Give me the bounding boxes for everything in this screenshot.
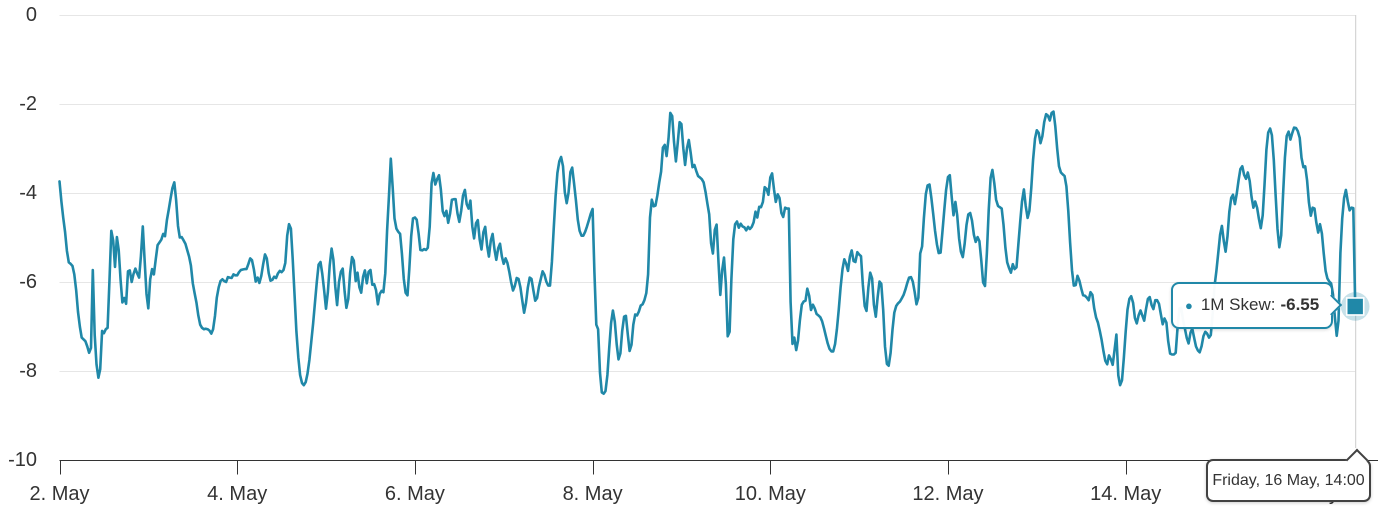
crosshair-date-tooltip: Friday, 16 May, 14:00: [1206, 448, 1371, 502]
y-axis-label: 0: [25, 4, 37, 26]
x-axis-label: 6. May: [384, 483, 445, 505]
last-point-marker: [1345, 297, 1365, 316]
y-axis-label: -2: [19, 93, 37, 115]
x-axis-label: 12. May: [912, 483, 984, 505]
y-axis-label: -6: [19, 271, 37, 293]
y-axis-label: -8: [19, 360, 37, 382]
x-axis-label: 10. May: [734, 483, 806, 505]
y-axis-label: -10: [8, 449, 37, 471]
x-axis-label: 4. May: [207, 483, 268, 505]
series-tooltip-label: 1M Skew:: [1200, 295, 1276, 315]
series-tooltip-value: -6.55: [1280, 295, 1320, 315]
series-bullet-icon: ●: [1184, 297, 1193, 313]
x-axis-label: 2. May: [29, 483, 90, 505]
x-axis-label: 8. May: [562, 483, 623, 505]
series-tooltip: ● 1M Skew: -6.55: [1170, 281, 1343, 329]
date-tooltip-text: Friday, 16 May, 14:00: [1212, 471, 1365, 489]
y-axis-label: -4: [19, 182, 37, 204]
series-line-1m-skew: [58, 110, 1357, 395]
x-axis-label: 14. May: [1090, 483, 1162, 505]
